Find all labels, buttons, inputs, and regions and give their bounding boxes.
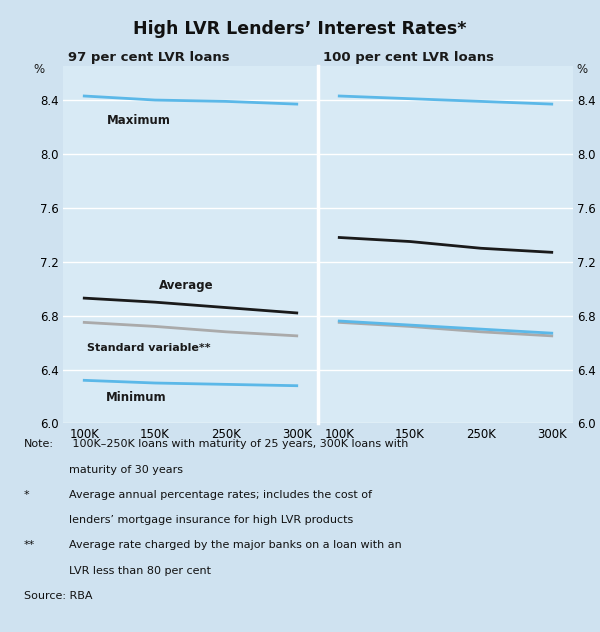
Text: lenders’ mortgage insurance for high LVR products: lenders’ mortgage insurance for high LVR… bbox=[69, 515, 353, 525]
Text: maturity of 30 years: maturity of 30 years bbox=[69, 465, 183, 475]
Text: %: % bbox=[33, 63, 44, 76]
Text: LVR less than 80 per cent: LVR less than 80 per cent bbox=[69, 566, 211, 576]
Text: Average: Average bbox=[158, 279, 213, 292]
Text: High LVR Lenders’ Interest Rates*: High LVR Lenders’ Interest Rates* bbox=[133, 20, 467, 38]
Text: **: ** bbox=[24, 540, 35, 550]
Text: 100 per cent LVR loans: 100 per cent LVR loans bbox=[323, 51, 494, 64]
Text: Maximum: Maximum bbox=[107, 114, 171, 127]
Text: Average annual percentage rates; includes the cost of: Average annual percentage rates; include… bbox=[69, 490, 372, 500]
Text: Standard variable**: Standard variable** bbox=[87, 343, 211, 353]
Text: Average rate charged by the major banks on a loan with an: Average rate charged by the major banks … bbox=[69, 540, 402, 550]
Text: Source: RBA: Source: RBA bbox=[24, 591, 92, 601]
Text: 100K–250K loans with maturity of 25 years, 300K loans with: 100K–250K loans with maturity of 25 year… bbox=[69, 439, 409, 449]
Text: %: % bbox=[576, 63, 587, 76]
Text: 97 per cent LVR loans: 97 per cent LVR loans bbox=[68, 51, 230, 64]
Text: *: * bbox=[24, 490, 29, 500]
Text: Note:: Note: bbox=[24, 439, 54, 449]
Text: Minimum: Minimum bbox=[106, 391, 166, 404]
